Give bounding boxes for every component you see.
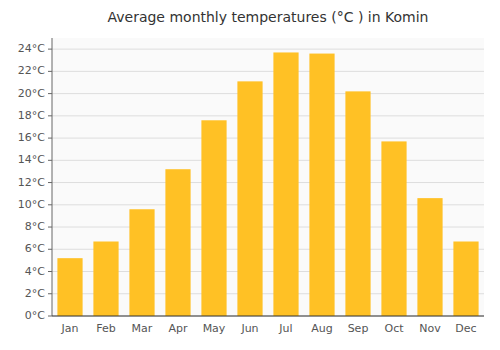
y-tick-label: 8°C	[25, 220, 45, 233]
bar	[273, 52, 298, 316]
y-tick	[48, 293, 52, 294]
y-tick	[48, 227, 52, 228]
y-tick-label: 12°C	[18, 176, 45, 189]
y-tick	[48, 316, 52, 317]
y-tick	[48, 115, 52, 116]
x-tick-label: Apr	[168, 322, 188, 335]
y-tick	[48, 138, 52, 139]
y-tick	[48, 93, 52, 94]
x-tick-label: Nov	[419, 322, 441, 335]
y-tick	[48, 271, 52, 272]
y-axis-line	[52, 38, 53, 316]
plot-background	[52, 38, 484, 316]
x-axis-line	[52, 316, 484, 317]
bar	[381, 141, 406, 316]
x-tick-label: Jul	[278, 322, 292, 335]
y-tick-label: 18°C	[18, 109, 45, 122]
bar	[201, 120, 226, 316]
y-tick-label: 0°C	[25, 309, 45, 322]
bar	[309, 54, 334, 316]
y-tick	[48, 182, 52, 183]
y-tick-label: 2°C	[25, 287, 45, 300]
bars	[57, 52, 478, 316]
bar	[345, 91, 370, 316]
y-axis-labels: 0°C 2°C 4°C 6°C 8°C 10°C 12°C 14°C 16°C 18°C 20°C 2…	[18, 42, 52, 322]
y-tick-label: 14°C	[18, 153, 45, 166]
grid-line	[52, 182, 484, 183]
x-tick-label: Mar	[132, 322, 153, 335]
bar	[93, 241, 118, 316]
y-tick-label: 20°C	[18, 87, 45, 100]
y-tick-label: 24°C	[18, 42, 45, 55]
grid-line	[52, 115, 484, 116]
x-tick-label: May	[203, 322, 226, 335]
grid-line	[52, 316, 484, 317]
y-tick	[48, 249, 52, 250]
chart: 0°C 2°C 4°C 6°C 8°C 10°C 12°C 14°C 16°C 18°C 20°C 2…	[0, 0, 500, 350]
bar	[129, 209, 154, 316]
y-tick-label: 10°C	[18, 198, 45, 211]
title: Average monthly temperatures (°C ) in Ko…	[107, 9, 428, 25]
x-tick-label: Oct	[384, 322, 404, 335]
x-tick-label: Jun	[240, 322, 258, 335]
x-tick-label: Aug	[311, 322, 332, 335]
grid-line	[52, 71, 484, 72]
grid	[52, 49, 484, 316]
grid-line	[52, 93, 484, 94]
y-tick	[48, 160, 52, 161]
y-tick	[48, 71, 52, 72]
bar	[417, 198, 442, 316]
y-tick-label: 6°C	[25, 242, 45, 255]
x-axis-labels: Jan Feb Mar Apr May Jun Jul Aug Sep Oct Nov Dec	[61, 322, 477, 335]
y-tick	[48, 49, 52, 50]
grid-line	[52, 160, 484, 161]
bar	[453, 241, 478, 316]
bar	[57, 258, 82, 316]
grid-line	[52, 49, 484, 50]
bar	[165, 169, 190, 316]
chart-container: 0°C 2°C 4°C 6°C 8°C 10°C 12°C 14°C 16°C 18°C 20°C 2…	[0, 0, 500, 350]
y-tick	[48, 204, 52, 205]
bar	[237, 81, 262, 316]
x-tick-label: Jan	[61, 322, 79, 335]
y-tick-label: 22°C	[18, 64, 45, 77]
x-tick-label: Feb	[96, 322, 115, 335]
x-tick-label: Sep	[348, 322, 369, 335]
y-tick-label: 16°C	[18, 131, 45, 144]
y-tick-label: 4°C	[25, 265, 45, 278]
grid-line	[52, 138, 484, 139]
x-tick-label: Dec	[455, 322, 476, 335]
